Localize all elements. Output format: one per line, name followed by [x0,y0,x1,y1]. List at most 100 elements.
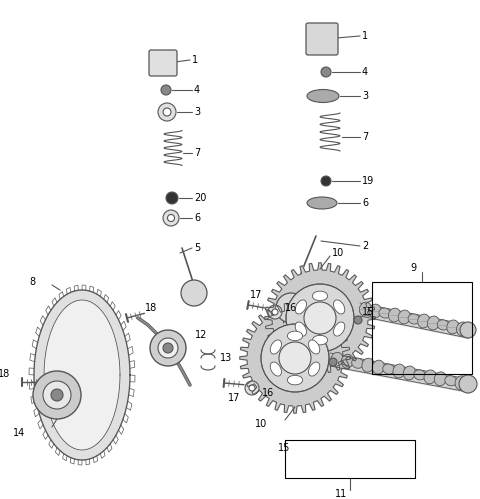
Ellipse shape [393,364,405,378]
Ellipse shape [372,360,384,374]
Text: 6: 6 [362,198,368,208]
Circle shape [261,324,329,392]
Circle shape [321,176,331,186]
Ellipse shape [379,308,391,318]
Ellipse shape [455,376,467,390]
Polygon shape [265,263,375,373]
Circle shape [304,302,336,334]
Circle shape [43,381,71,409]
Ellipse shape [341,354,353,368]
Polygon shape [44,300,120,450]
Ellipse shape [295,322,307,336]
Ellipse shape [403,366,415,380]
Bar [372,282,472,374]
Circle shape [245,381,259,395]
Text: 13: 13 [220,353,232,363]
Circle shape [51,389,63,401]
Ellipse shape [334,300,345,314]
Text: 14: 14 [13,428,25,438]
Circle shape [460,322,476,338]
Circle shape [286,284,354,352]
Ellipse shape [307,89,339,102]
Text: 2: 2 [362,241,368,251]
Circle shape [181,280,207,306]
Text: 19: 19 [362,176,374,186]
Circle shape [249,385,255,391]
Text: 15: 15 [278,443,290,453]
Circle shape [158,338,178,358]
Ellipse shape [312,291,328,301]
Circle shape [168,215,175,222]
Polygon shape [240,303,350,413]
Text: 4: 4 [194,85,200,95]
Text: 1: 1 [192,55,198,65]
Ellipse shape [331,352,343,366]
Text: 10: 10 [332,248,344,258]
Circle shape [272,309,278,315]
Text: 12: 12 [195,330,207,340]
Circle shape [268,305,282,319]
Circle shape [163,108,171,116]
Circle shape [329,358,337,366]
FancyBboxPatch shape [306,23,338,55]
Text: 16: 16 [285,303,297,313]
Ellipse shape [295,300,307,314]
Text: 18: 18 [145,303,157,313]
Text: 7: 7 [194,148,200,158]
Text: 15: 15 [362,307,374,317]
Ellipse shape [270,362,281,376]
Ellipse shape [309,362,320,376]
Ellipse shape [288,331,303,341]
Circle shape [321,67,331,77]
Circle shape [161,85,171,95]
Ellipse shape [388,308,401,322]
Text: 17: 17 [250,290,263,300]
Ellipse shape [434,372,446,386]
Circle shape [279,342,311,374]
Ellipse shape [270,340,281,354]
Circle shape [33,371,81,419]
Circle shape [166,192,178,204]
Circle shape [163,343,173,353]
Text: 16: 16 [262,388,274,398]
Ellipse shape [309,340,320,354]
Circle shape [158,103,176,121]
Text: 6: 6 [194,213,200,223]
Ellipse shape [398,310,410,324]
Text: 20: 20 [194,193,206,203]
Text: 8: 8 [30,277,36,287]
Ellipse shape [312,335,328,345]
Text: 11: 11 [335,489,347,499]
Text: 10: 10 [255,419,267,429]
Circle shape [354,316,362,324]
Text: 9: 9 [410,263,416,273]
Ellipse shape [456,322,468,336]
Circle shape [150,330,186,366]
Ellipse shape [362,358,374,372]
Text: 18: 18 [0,369,10,379]
Text: 5: 5 [194,243,200,253]
Bar [285,440,415,478]
Ellipse shape [445,376,456,386]
Ellipse shape [288,375,303,385]
Ellipse shape [414,370,426,380]
Text: 3: 3 [194,107,200,117]
Ellipse shape [437,320,449,330]
Ellipse shape [408,314,420,324]
Circle shape [163,210,179,226]
Ellipse shape [427,316,440,330]
Text: 4: 4 [362,67,368,77]
Ellipse shape [360,302,372,316]
Text: 17: 17 [228,393,240,403]
Polygon shape [34,290,130,460]
Ellipse shape [369,304,381,318]
Ellipse shape [418,314,430,328]
Circle shape [459,375,477,393]
Ellipse shape [334,322,345,336]
Circle shape [276,293,306,323]
FancyBboxPatch shape [149,50,177,76]
Ellipse shape [383,364,395,374]
Ellipse shape [447,320,459,334]
Text: 7: 7 [362,132,368,142]
Ellipse shape [307,197,337,209]
